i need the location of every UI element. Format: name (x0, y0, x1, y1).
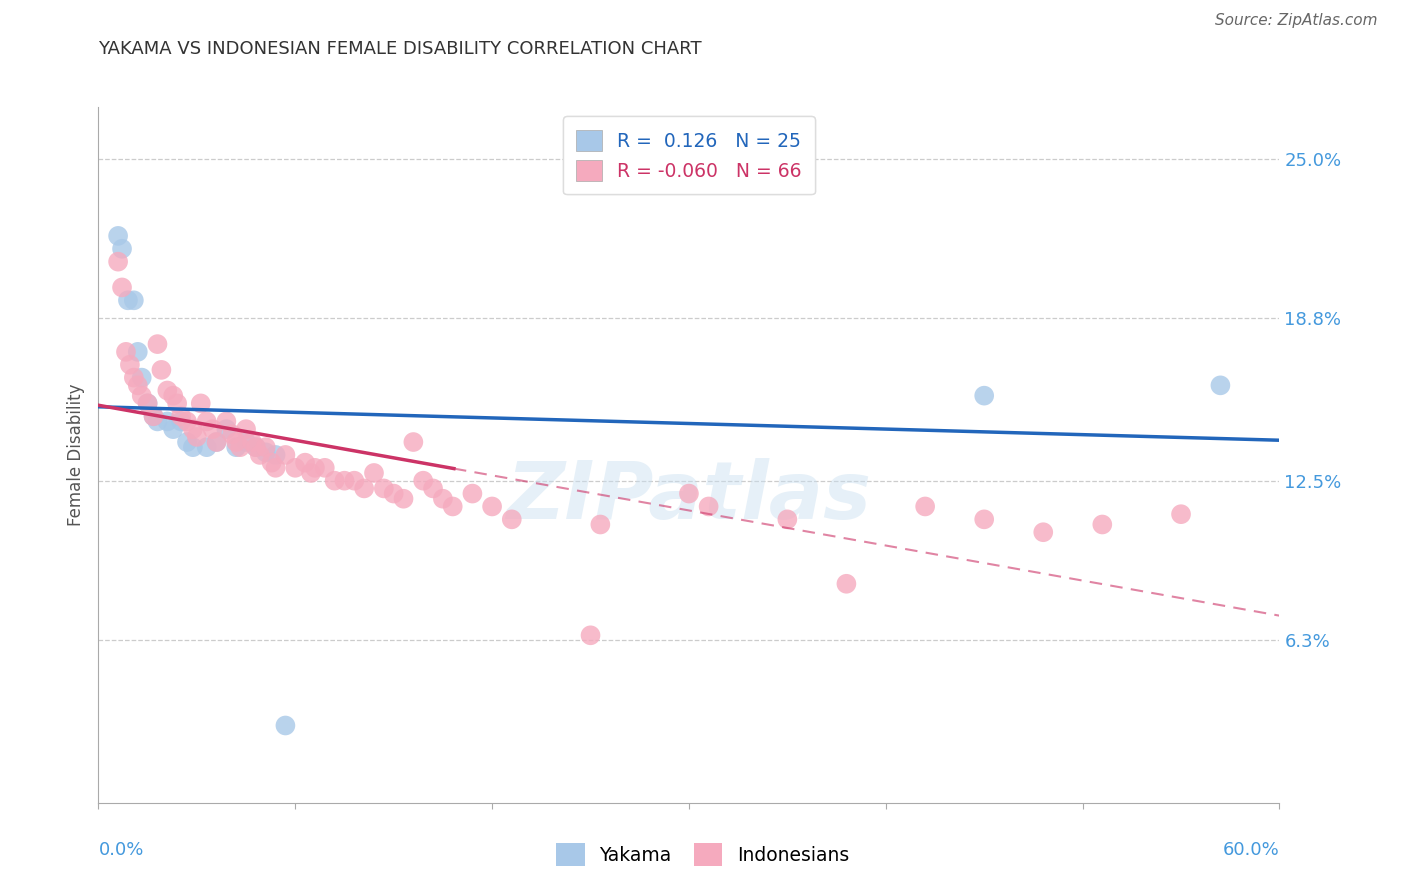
Point (146, 337, 169, 351)
Point (254, 445, 277, 459)
Point (1170, 507, 1192, 521)
Point (254, 440, 277, 454)
Point (973, 389, 995, 403)
Text: 60.0%: 60.0% (1223, 841, 1279, 859)
Point (205, 435, 228, 450)
Point (697, 500, 720, 514)
Point (274, 718, 297, 732)
Point (422, 482, 444, 496)
Point (111, 280, 134, 294)
Point (294, 456, 316, 470)
Point (225, 440, 247, 454)
Point (221, 427, 243, 442)
Point (170, 414, 193, 428)
Point (245, 440, 267, 454)
Point (973, 512, 995, 526)
Point (245, 440, 267, 454)
Point (481, 500, 503, 514)
Point (162, 389, 184, 403)
Point (107, 228, 129, 243)
Point (107, 254, 129, 268)
Point (170, 409, 193, 424)
Point (353, 482, 375, 496)
Point (392, 491, 415, 506)
Point (501, 512, 523, 526)
Point (1091, 517, 1114, 532)
Point (402, 435, 425, 450)
Point (835, 576, 858, 591)
Point (373, 482, 395, 496)
Legend: R =  0.126   N = 25, R = -0.060   N = 66: R = 0.126 N = 25, R = -0.060 N = 66 (562, 117, 815, 194)
Point (127, 344, 149, 359)
Text: Source: ZipAtlas.com: Source: ZipAtlas.com (1215, 13, 1378, 29)
Point (111, 242, 134, 256)
Point (914, 500, 936, 514)
Point (229, 440, 252, 454)
Point (156, 414, 179, 428)
Point (146, 414, 169, 428)
Point (181, 440, 204, 454)
Point (215, 414, 238, 428)
Point (235, 435, 257, 450)
Point (142, 409, 165, 424)
Point (579, 628, 602, 642)
Point (264, 448, 287, 462)
Point (162, 422, 184, 436)
Point (432, 491, 454, 506)
Point (235, 422, 257, 436)
Point (240, 435, 263, 450)
Legend: Yakama, Indonesians: Yakama, Indonesians (548, 836, 858, 873)
Text: YAKAMA VS INDONESIAN FEMALE DISABILITY CORRELATION CHART: YAKAMA VS INDONESIAN FEMALE DISABILITY C… (98, 40, 702, 58)
Point (299, 466, 322, 480)
Point (131, 370, 153, 384)
Point (205, 435, 228, 450)
Point (225, 435, 247, 450)
Point (461, 486, 484, 500)
Point (195, 440, 218, 454)
Point (176, 435, 198, 450)
Point (333, 474, 356, 488)
Point (215, 422, 238, 436)
Point (201, 422, 224, 436)
Point (589, 517, 612, 532)
Point (412, 474, 434, 488)
Point (136, 396, 159, 410)
Point (122, 370, 145, 384)
Point (156, 384, 179, 398)
Point (323, 474, 346, 488)
Point (264, 460, 287, 475)
Point (260, 456, 283, 470)
Point (274, 448, 297, 462)
Point (304, 460, 326, 475)
Point (186, 430, 208, 444)
Point (678, 486, 700, 500)
Point (382, 486, 405, 500)
Point (314, 460, 336, 475)
Text: ZIPatlas: ZIPatlas (506, 458, 872, 536)
Point (1032, 525, 1054, 540)
Text: 0.0%: 0.0% (98, 841, 143, 859)
Point (142, 409, 165, 424)
Point (122, 293, 145, 308)
Point (131, 389, 153, 403)
Point (150, 363, 173, 377)
Point (1209, 378, 1232, 392)
Point (776, 512, 799, 526)
Point (166, 396, 188, 410)
Point (176, 414, 198, 428)
Point (118, 358, 141, 372)
Point (181, 422, 204, 436)
Point (115, 344, 138, 359)
Point (343, 474, 366, 488)
Point (363, 466, 385, 480)
Point (195, 414, 218, 428)
Point (284, 460, 307, 475)
Point (117, 293, 139, 308)
Y-axis label: Female Disability: Female Disability (67, 384, 86, 526)
Point (441, 500, 464, 514)
Point (190, 396, 212, 410)
Point (249, 448, 271, 462)
Point (127, 378, 149, 392)
Point (136, 396, 159, 410)
